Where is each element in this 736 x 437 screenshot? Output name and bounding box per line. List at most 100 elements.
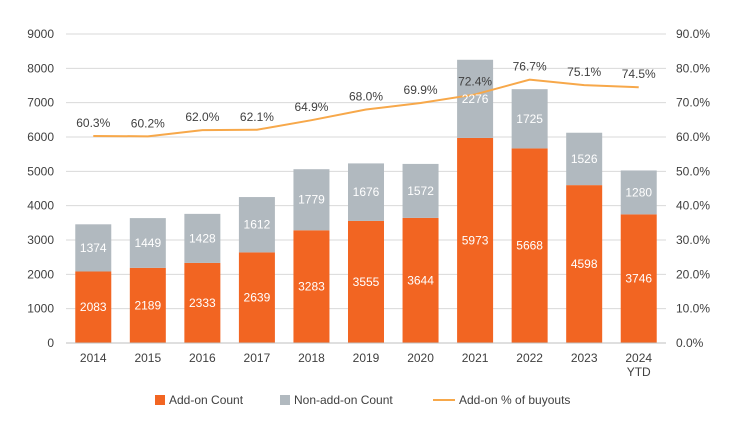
axes: 0 1000 2000 3000 4000 5000 6000 7000 8000 9000 0.0… [27, 27, 710, 379]
x-tick-label-line: 2016 [189, 351, 216, 365]
bar-series [75, 59, 657, 343]
add-on-bar [238, 252, 275, 343]
non-add-on-value-label: 1526 [571, 152, 598, 166]
non-add-on-bar [238, 197, 275, 253]
non-add-on-bar [348, 163, 384, 221]
x-tick-label-line: 2017 [244, 351, 271, 365]
y-left-tick-label: 0 [47, 336, 54, 350]
add-on-pct-label: 64.9% [294, 100, 328, 114]
y-right-tick-label: 70.0% [676, 96, 710, 110]
add-on-bar [457, 137, 494, 343]
add-on-value-label: 5668 [516, 239, 543, 253]
add-on-value-label: 2333 [189, 296, 216, 310]
y-right-tick-label: 90.0% [676, 27, 710, 41]
x-tick-label-line: 2022 [516, 351, 543, 365]
add-on-bar [184, 262, 221, 343]
y-right-tick-label: 60.0% [676, 130, 710, 144]
non-add-on-value-label: 1779 [298, 193, 325, 207]
add-on-value-label: 2083 [80, 300, 107, 314]
add-on-value-label: 2639 [244, 291, 271, 305]
x-tick-label-line: 2018 [298, 351, 325, 365]
y-left-tick-label: 4000 [27, 199, 54, 213]
non-add-on-bar [402, 163, 439, 218]
add-on-bar [402, 217, 439, 343]
non-add-on-value-label: 1612 [244, 218, 271, 232]
non-add-on-value-label: 1449 [134, 236, 161, 250]
y-right-tick-label: 30.0% [676, 233, 710, 247]
x-tick-label-line: 2020 [407, 351, 434, 365]
add-on-pct-line [93, 78, 639, 138]
y-right-tick-label: 20.0% [676, 267, 710, 281]
y-left-tick-label: 3000 [27, 233, 54, 247]
add-on-pct-label: 75.1% [567, 65, 601, 79]
legend-label: Add-on % of buyouts [459, 393, 570, 407]
add-on-bar [129, 267, 166, 343]
add-on-bar [511, 148, 548, 343]
y-left-tick-label: 5000 [27, 164, 54, 178]
non-add-on-bar [75, 224, 112, 272]
x-tick-label: 2022 [516, 351, 543, 365]
x-tick-label-line: 2021 [462, 351, 489, 365]
legend-swatch-non-add-on [280, 395, 290, 405]
y-left-tick-label: 9000 [27, 27, 54, 41]
non-add-on-bar [184, 213, 221, 263]
add-on-value-label: 3746 [625, 272, 652, 286]
non-add-on-value-label: 1725 [516, 112, 543, 126]
x-tick-label: 2017 [244, 351, 271, 365]
add-on-pct-label: 72.4% [458, 74, 492, 88]
x-tick-label-line: YTD [627, 365, 651, 379]
add-on-bar [566, 185, 603, 343]
y-left-tick-label: 8000 [27, 61, 54, 75]
y-right-tick-label: 0.0% [676, 336, 704, 350]
legend-label: Non-add-on Count [294, 393, 393, 407]
add-on-pct-label: 62.0% [185, 110, 219, 124]
add-on-pct-label: 60.2% [131, 116, 165, 130]
x-tick-label: 2020 [407, 351, 434, 365]
x-tick-label: 2016 [189, 351, 216, 365]
non-add-on-value-label: 1374 [80, 241, 107, 255]
legend: Add-on Count Non-add-on Count Add-on % of … [155, 393, 570, 407]
x-tick-label: 2018 [298, 351, 325, 365]
x-tick-label: 2024 YTD [625, 351, 652, 379]
legend-swatch-add-on [155, 395, 165, 405]
add-on-pct-label: 62.1% [240, 110, 274, 124]
x-tick-label: 2014 [80, 351, 107, 365]
y-right-tick-label: 10.0% [676, 302, 710, 316]
add-on-pct-label: 74.5% [622, 67, 656, 81]
non-add-on-bar [457, 59, 494, 138]
add-on-value-label: 5973 [462, 233, 489, 247]
x-tick-label: 2015 [134, 351, 161, 365]
add-on-pct-label: 68.0% [349, 90, 383, 104]
line-series [93, 78, 639, 138]
y-left-tick-label: 1000 [27, 302, 54, 316]
x-tick-label: 2021 [462, 351, 489, 365]
x-tick-label: 2019 [353, 351, 380, 365]
y-left-tick-label: 2000 [27, 267, 54, 281]
non-add-on-value-label: 1280 [625, 185, 652, 199]
non-add-on-bar [293, 169, 330, 231]
add-on-bar [348, 220, 384, 343]
y-right-tick-label: 40.0% [676, 199, 710, 213]
add-on-bar [75, 271, 112, 343]
data-labels: 2083 2189 2333 2639 3283 3555 3644 5973 5668 4598… [76, 60, 656, 315]
add-on-value-label: 3644 [407, 273, 434, 287]
non-add-on-value-label: 1572 [407, 184, 434, 198]
y-right-tick-label: 80.0% [676, 61, 710, 75]
x-tick-label: 2023 [571, 351, 598, 365]
y-left-tick-label: 7000 [27, 96, 54, 110]
x-tick-label-line: 2019 [353, 351, 380, 365]
x-tick-label-line: 2014 [80, 351, 107, 365]
add-on-pct-label: 69.9% [404, 83, 438, 97]
add-on-pct-label: 60.3% [76, 116, 110, 130]
add-on-pct-label: 76.7% [513, 60, 547, 74]
add-on-bar [293, 230, 330, 343]
x-tick-label-line: 2023 [571, 351, 598, 365]
non-add-on-bar [566, 132, 603, 186]
non-add-on-value-label: 1428 [189, 231, 216, 245]
x-tick-label-line: 2024 [625, 351, 652, 365]
x-tick-label-line: 2015 [134, 351, 161, 365]
y-left-tick-label: 6000 [27, 130, 54, 144]
non-add-on-value-label: 1676 [353, 185, 380, 199]
